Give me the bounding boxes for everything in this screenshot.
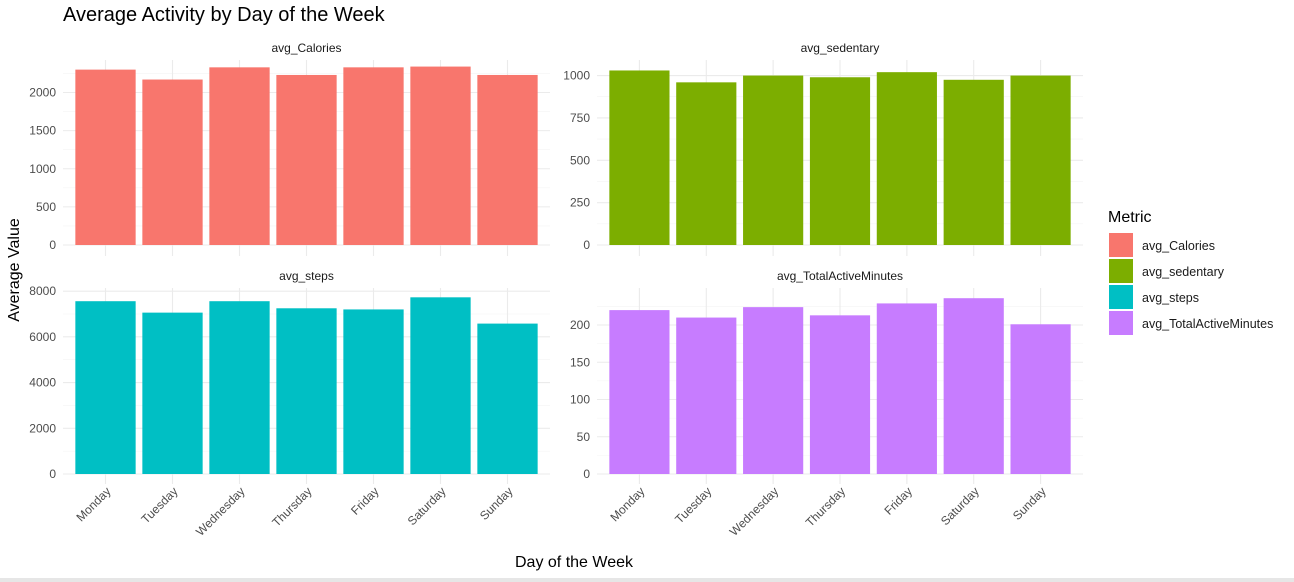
y-tick-label: 0 xyxy=(583,467,590,481)
legend-swatch xyxy=(1109,259,1133,283)
x-tick-label: Wednesday xyxy=(727,484,782,539)
x-tick-label: Saturday xyxy=(405,484,449,528)
bar xyxy=(876,72,937,246)
y-tick-label: 0 xyxy=(583,238,590,252)
y-tick-label: 6000 xyxy=(29,330,56,344)
x-axis-title: Day of the Week xyxy=(515,554,634,571)
y-tick-label: 750 xyxy=(570,111,590,125)
chart-title: Average Activity by Day of the Week xyxy=(63,4,386,26)
bar xyxy=(343,67,404,246)
x-tick-label: Thursday xyxy=(803,484,848,529)
x-tick-label: Sunday xyxy=(477,484,516,523)
y-tick-label: 1500 xyxy=(29,124,56,138)
bar xyxy=(209,301,270,474)
facet-strip-label: avg_sedentary xyxy=(801,41,880,55)
bar xyxy=(477,323,538,474)
bar xyxy=(676,317,737,474)
legend-label: avg_Calories xyxy=(1142,239,1215,253)
facet-panel: avg_Calories 0 500 1000 1500 2000 xyxy=(29,41,550,256)
legend-swatch xyxy=(1109,311,1133,335)
y-tick-label: 200 xyxy=(570,318,590,332)
bar xyxy=(276,74,337,246)
bar xyxy=(1010,75,1071,245)
bar xyxy=(943,79,1004,246)
legend-label: avg_sedentary xyxy=(1142,265,1225,279)
y-tick-label: 150 xyxy=(570,355,590,369)
bar xyxy=(809,77,871,245)
legend-swatch xyxy=(1109,285,1133,309)
bar xyxy=(410,66,471,245)
y-tick-label: 500 xyxy=(36,200,56,214)
facet-panel: avg_sedentary 0 250 500 750 1000 xyxy=(563,41,1083,256)
y-tick-label: 4000 xyxy=(29,376,56,390)
x-tick-label: Sunday xyxy=(1010,484,1049,523)
x-tick-label: Monday xyxy=(607,484,647,524)
legend: Metric avg_Calories avg_sedentary avg_step… xyxy=(1108,209,1273,335)
y-tick-label: 0 xyxy=(49,467,56,481)
y-tick-label: 500 xyxy=(570,153,590,167)
x-tick-label: Monday xyxy=(74,484,114,524)
bar xyxy=(609,70,670,245)
y-tick-label: 2000 xyxy=(29,86,56,100)
y-tick-label: 250 xyxy=(570,196,590,210)
bar xyxy=(142,79,203,245)
y-tick-label: 2000 xyxy=(29,421,56,435)
bar xyxy=(75,301,136,474)
facet-strip-label: avg_steps xyxy=(279,269,334,283)
x-tick-label: Friday xyxy=(348,484,381,517)
x-tick-label: Friday xyxy=(882,484,915,517)
bar xyxy=(876,303,937,474)
bar xyxy=(809,315,871,474)
y-tick-label: 1000 xyxy=(563,69,590,83)
y-tick-label: 100 xyxy=(570,393,590,407)
bar xyxy=(477,74,538,246)
bar xyxy=(142,312,203,474)
x-tick-label: Thursday xyxy=(269,484,314,529)
x-tick-label: Wednesday xyxy=(193,484,248,539)
facet-panel: avg_TotalActiveMinutes 0 50 100 150 200 Monday… xyxy=(570,269,1083,539)
bottom-border xyxy=(0,578,1294,582)
bar xyxy=(276,308,337,474)
legend-swatch xyxy=(1109,233,1133,257)
y-tick-label: 0 xyxy=(49,238,56,252)
bar xyxy=(743,307,804,474)
bar xyxy=(75,69,136,245)
bar xyxy=(1010,324,1071,474)
bar xyxy=(343,309,404,474)
bar xyxy=(209,67,270,246)
legend-label: avg_TotalActiveMinutes xyxy=(1142,317,1273,331)
y-tick-label: 1000 xyxy=(29,162,56,176)
y-tick-label: 8000 xyxy=(29,284,56,298)
bar xyxy=(609,310,670,474)
y-tick-label: 50 xyxy=(577,430,591,444)
facet-panels: avg_Calories0500100015002000avg_sedentar… xyxy=(29,41,1083,539)
x-tick-label: Saturday xyxy=(938,484,982,528)
legend-label: avg_steps xyxy=(1142,291,1199,305)
facet-strip-label: avg_Calories xyxy=(271,41,341,55)
x-tick-label: Tuesday xyxy=(672,484,714,526)
legend-title: Metric xyxy=(1108,209,1152,226)
facet-panel: avg_steps 0 2000 4000 6000 8000 Monday Tuesday W… xyxy=(29,269,550,539)
bar xyxy=(943,298,1004,474)
x-tick-label: Tuesday xyxy=(138,484,180,526)
facet-strip-label: avg_TotalActiveMinutes xyxy=(777,269,903,283)
bar xyxy=(410,297,471,474)
bar xyxy=(743,75,804,245)
y-axis-title: Average Value xyxy=(6,218,23,322)
bar xyxy=(676,82,737,245)
